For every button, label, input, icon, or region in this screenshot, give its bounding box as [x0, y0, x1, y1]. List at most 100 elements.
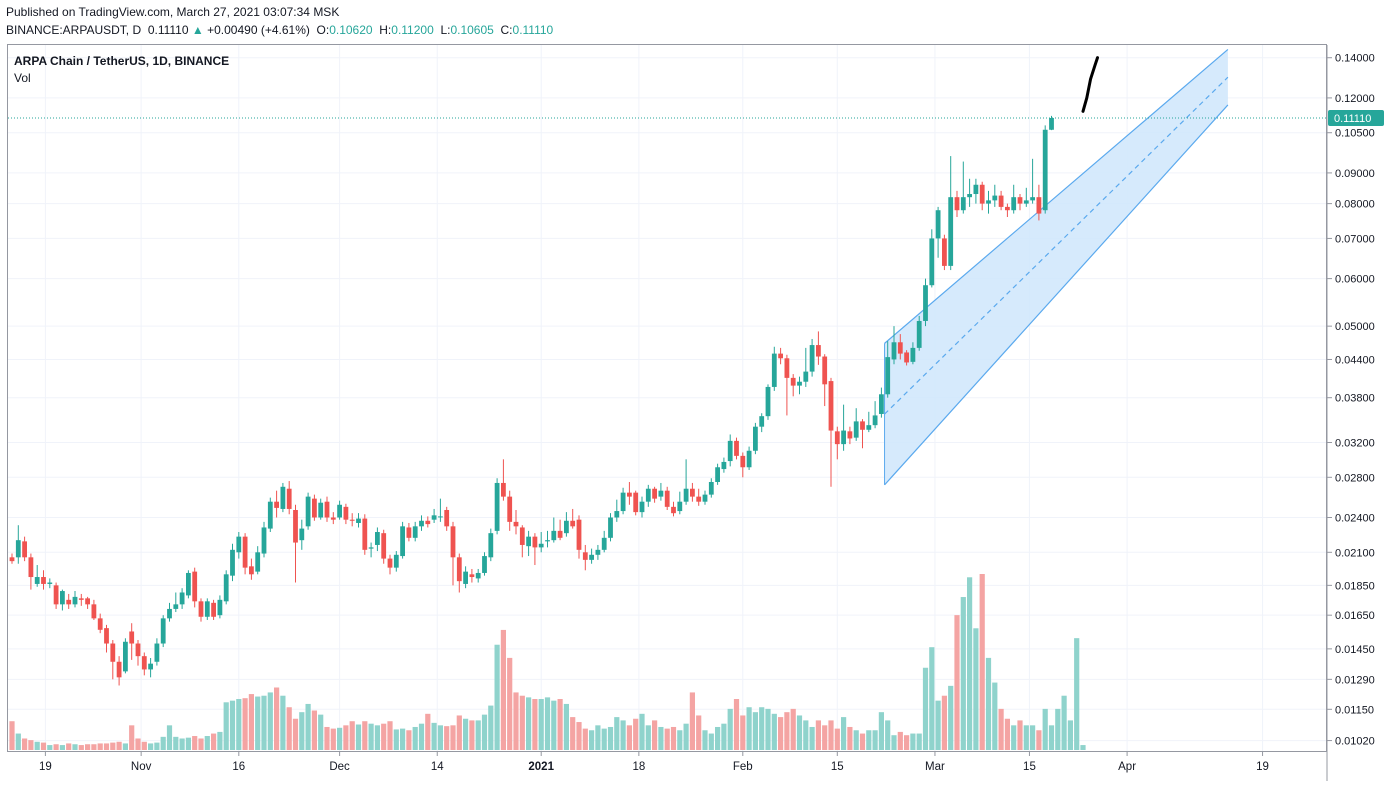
volume-bar: [778, 717, 784, 750]
candle-body: [186, 572, 191, 596]
candle-body: [677, 501, 683, 512]
volume-bar: [922, 667, 929, 750]
candle-body: [312, 498, 317, 518]
candle-body: [362, 518, 368, 550]
time-tick-label: 19: [39, 761, 52, 773]
candle-body: [853, 421, 859, 438]
candle-body: [595, 549, 601, 555]
volume-bar: [809, 726, 815, 750]
candle-body: [337, 504, 342, 518]
volume-bar: [229, 700, 236, 750]
volume-bar: [47, 745, 53, 750]
candle-body: [809, 345, 815, 372]
price-tick-label: 0.09000: [1335, 168, 1375, 180]
candle-body: [526, 536, 531, 547]
channel-upper-line: [884, 49, 1229, 344]
candle-body: [658, 490, 664, 497]
candle-body: [123, 641, 128, 672]
channel-lower-line: [884, 104, 1229, 486]
candle-body: [267, 501, 273, 529]
volume-bar: [626, 725, 632, 750]
volume-bar: [891, 735, 897, 750]
candle-body: [116, 661, 122, 678]
candle-body: [223, 574, 229, 602]
candle-body: [1005, 206, 1010, 211]
candle-body: [1011, 197, 1017, 211]
volume-bar: [570, 717, 576, 750]
candle-body: [324, 501, 330, 518]
candle-body: [627, 492, 632, 497]
candle-body: [469, 574, 475, 578]
high-value: 0.11200: [391, 23, 434, 37]
volume-bar: [670, 726, 677, 750]
published-note: Published on TradingView.com, March 27, …: [6, 5, 340, 19]
volume-bar: [1074, 638, 1080, 750]
candle-body: [242, 536, 248, 568]
price-tick-label: 0.02800: [1335, 472, 1375, 484]
volume-bar: [28, 740, 34, 750]
time-tick-label: Mar: [925, 761, 945, 773]
candle-body: [866, 425, 872, 430]
volume-bar: [381, 723, 387, 750]
candle-body: [557, 530, 563, 538]
candle-body: [135, 643, 141, 657]
volume-bar: [948, 685, 954, 750]
volume-bar: [708, 733, 714, 750]
volume-bar: [1030, 725, 1036, 750]
candle-body: [110, 643, 116, 662]
symbol-info-bar: BINANCE:ARPAUSDT, D 0.11110 ▲ +0.00490 (…: [6, 23, 553, 37]
candle-body: [381, 533, 387, 559]
candle-body: [614, 511, 620, 518]
volume-bar: [179, 738, 185, 750]
price-tick-label: 0.02400: [1335, 512, 1375, 524]
candle-body: [160, 618, 166, 644]
candle-body: [828, 381, 834, 431]
candle-body: [954, 197, 960, 211]
candle-body: [154, 643, 160, 662]
candle-body: [790, 377, 796, 386]
price-tick-label: 0.06000: [1335, 274, 1375, 286]
candle-body: [885, 357, 891, 395]
price-tick-label: 0.02100: [1335, 547, 1375, 559]
candle-body: [368, 547, 374, 549]
candle-body: [97, 618, 103, 630]
candle-body: [318, 502, 324, 518]
candle-body: [551, 530, 557, 541]
volume-bar: [154, 742, 160, 750]
candle-body: [41, 577, 46, 584]
candle-body: [715, 467, 720, 483]
volume-bar: [59, 745, 65, 750]
volume-bar: [664, 728, 670, 750]
volume-bar: [822, 725, 828, 750]
price-tick-label: 0.03200: [1335, 437, 1375, 449]
candle-body: [998, 195, 1004, 207]
volume-bar: [607, 726, 614, 750]
volume-bar: [721, 723, 727, 750]
volume-bar: [374, 725, 380, 750]
volume-bar: [897, 731, 903, 750]
volume-bar: [885, 720, 891, 750]
volume-bar: [305, 703, 311, 750]
volume-bar: [746, 707, 752, 750]
drawn-projection-line: [1081, 56, 1099, 113]
volume-bar: [683, 723, 689, 750]
volume-bar: [841, 717, 847, 750]
volume-bar: [967, 577, 973, 750]
candle-body: [387, 558, 393, 568]
candle-body: [349, 519, 355, 521]
symbol-name[interactable]: BINANCE:ARPAUSDT, D: [6, 23, 142, 37]
time-tick-label: 14: [431, 761, 444, 773]
candle-body: [746, 450, 752, 468]
volume-bar: [286, 707, 292, 750]
price-tick-label: 0.01650: [1335, 610, 1375, 622]
volume-bar: [563, 703, 569, 750]
candle-body: [494, 482, 500, 531]
volume-bar: [985, 657, 992, 750]
candle-body: [620, 492, 626, 512]
time-tick-label: 2021: [528, 761, 554, 773]
volume-bar: [406, 730, 412, 750]
volume-bar: [469, 720, 475, 750]
volume-bar: [122, 743, 128, 750]
volume-bar: [878, 712, 884, 750]
